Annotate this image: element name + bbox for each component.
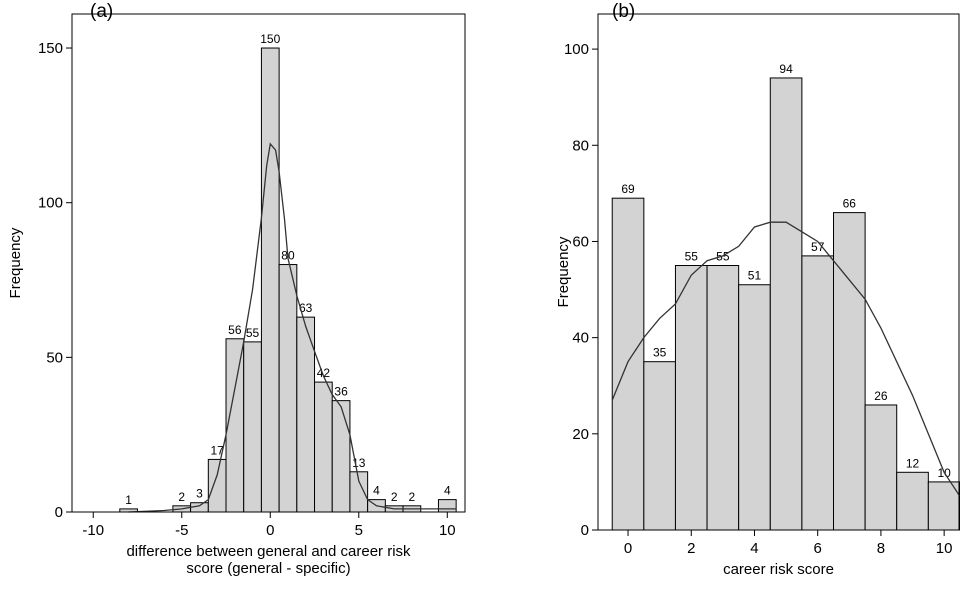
bar [207,458,227,513]
bar [927,481,960,531]
bar [896,471,929,531]
density-curve [128,142,457,513]
value-label: 94 [779,62,793,76]
plot-frame [597,13,960,531]
density-curve [611,221,960,497]
value-label: 35 [653,346,667,360]
y-tick-label: 100 [564,41,589,58]
x-tick-label: 4 [750,540,758,557]
bar [437,499,457,513]
y-tick-label: 60 [572,233,589,250]
bar [225,338,245,513]
x-tick-label: 10 [439,522,456,539]
x-tick-label: 10 [936,540,953,557]
value-label: 56 [228,323,242,337]
x-tick-label: -5 [175,522,188,539]
value-label: 42 [317,366,331,380]
value-label: 55 [246,326,260,340]
y-tick-label: 0 [581,522,589,539]
x-tick-label: 0 [266,522,274,539]
bar [278,264,298,513]
x-tick-label: -10 [82,522,104,539]
value-label: 150 [260,32,280,46]
bar [611,197,645,531]
y-tick-label: 50 [46,349,63,366]
value-label: 51 [748,269,762,283]
bar [296,316,316,513]
bar [833,212,866,531]
plot-frame [71,13,466,513]
value-label: 4 [373,484,380,498]
value-label: 63 [299,301,313,315]
bar [643,361,676,531]
y-axis-label: Frequency [7,227,24,298]
bar [769,77,803,531]
bar [864,404,898,531]
bar [674,265,708,531]
y-tick-label: 20 [572,426,589,443]
panel-label: (b) [612,1,635,22]
bar [801,255,835,531]
bar [314,381,333,513]
value-label: 4 [444,484,451,498]
x-tick-label: 2 [687,540,695,557]
x-axis-label: career risk score [723,561,834,578]
y-tick-label: 150 [38,40,63,57]
bar [243,341,262,513]
bar [260,47,280,513]
value-label: 17 [210,443,224,457]
value-label: 36 [334,385,348,399]
value-label: 1 [125,493,132,507]
value-label: 55 [685,250,699,264]
value-label: 12 [906,456,920,470]
y-tick-label: 40 [572,330,589,347]
value-label: 2 [178,490,185,504]
x-axis-label: difference between general and career ri… [126,543,411,560]
bar [706,265,740,531]
value-label: 69 [621,182,635,196]
value-label: 57 [811,240,825,254]
value-label: 26 [874,389,888,403]
x-tick-label: 6 [814,540,822,557]
y-tick-label: 80 [572,137,589,154]
y-axis-label: Frequency [555,236,572,307]
value-label: 2 [409,490,416,504]
value-label: 66 [843,197,857,211]
bar [331,400,351,513]
y-tick-label: 100 [38,195,63,212]
x-tick-label: 8 [877,540,885,557]
x-tick-label: 0 [624,540,632,557]
x-axis-label: score (general - specific) [186,560,350,577]
panel-label: (a) [90,1,113,22]
value-label: 3 [196,487,203,501]
x-tick-label: 5 [355,522,363,539]
bar [738,284,771,531]
y-tick-label: 0 [55,504,63,521]
value-label: 2 [391,490,398,504]
